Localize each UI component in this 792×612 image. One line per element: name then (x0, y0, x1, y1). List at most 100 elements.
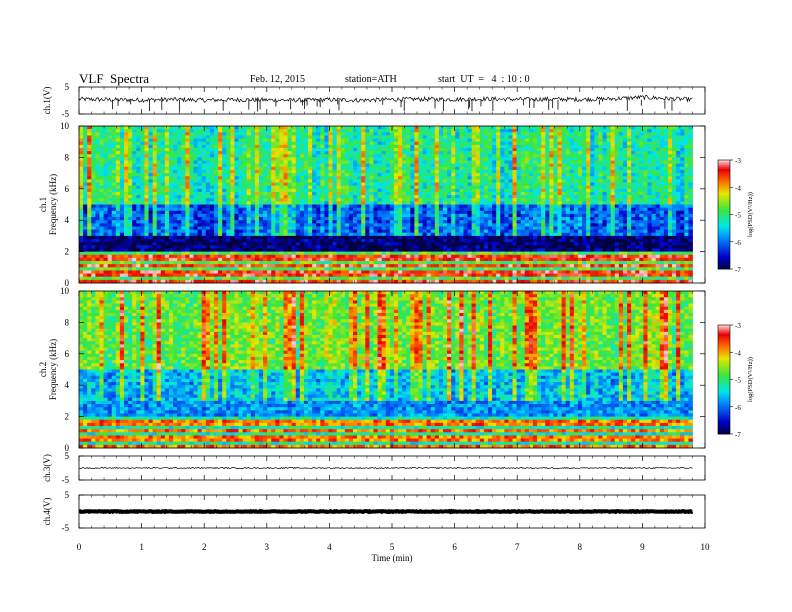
ch1-spectrogram-cell (303, 126, 309, 130)
ch1-spectrogram-cell (393, 213, 399, 218)
ch1-spectrogram-cell (406, 141, 411, 146)
ch1-spectrogram-cell (189, 213, 194, 218)
ch1-spectrogram-cell (434, 147, 440, 152)
ch1-spectrogram-cell (303, 154, 309, 158)
ch1-spectrogram-cell (398, 138, 403, 143)
ch1-spectrogram-cell (447, 138, 452, 143)
ch1-spectrogram-cell (83, 169, 88, 174)
ch1-spectrogram-cell (332, 147, 338, 152)
ch1-spectrogram-cell (320, 166, 325, 171)
ch1-spectrogram-cell (532, 176, 538, 180)
ch1-spectrogram-cell (218, 201, 223, 205)
ch1-spectrogram-cell (557, 154, 562, 158)
ch1-spectrogram-cell (451, 195, 456, 199)
ch1-spectrogram-cell (549, 147, 554, 152)
ch1-spectrogram-cell (451, 154, 456, 158)
ch1-spectrogram-cell (193, 176, 199, 180)
ch1-spectrogram-cell (610, 166, 616, 171)
ch1-spectrogram-cell (520, 191, 526, 196)
ch1-spectrogram-cell (312, 213, 317, 218)
ch1-spectrogram-cell (406, 191, 411, 196)
ch1-spectrogram-cell (95, 141, 100, 146)
ch1-spectrogram-cell (655, 160, 661, 165)
ch1-spectrogram-cell (303, 179, 309, 183)
ch1-spectrogram-cell (279, 185, 284, 190)
ch1-spectrogram-cell (353, 126, 358, 130)
ch1-spectrogram-cell (381, 147, 387, 152)
ch1-spectrogram-cell (365, 129, 370, 133)
ch1-spectrogram-cell (103, 151, 109, 155)
ch1-spectrogram-cell (627, 207, 632, 212)
ch1-spectrogram-cell (283, 204, 288, 209)
ch1-spectrogram-cell (590, 176, 595, 180)
ch1-spectrogram-cell (635, 147, 640, 152)
ch1-spectrogram-cell (250, 154, 256, 158)
ch1-spectrogram-cell (295, 163, 301, 168)
ch1-spectrogram-cell (242, 126, 248, 130)
ch1-spectrogram-cell (393, 141, 399, 146)
ch1-spectrogram-cell (606, 188, 612, 193)
ch1-spectrogram-cell (156, 182, 162, 187)
ch1-spectrogram-cell (275, 210, 280, 215)
ch1-spectrogram-cell (348, 154, 354, 158)
ch1-spectrogram-cell (598, 210, 603, 215)
ch1-spectrogram-cell (185, 204, 190, 209)
ch1-spectrogram-cell (144, 223, 149, 227)
ch1-spectrogram-cell (651, 157, 657, 161)
ch1-spectrogram-cell (610, 191, 616, 196)
ch1-spectrogram-cell (627, 129, 632, 133)
ch1-spectrogram-cell (132, 144, 137, 149)
ch1-spectrogram-cell (688, 132, 693, 136)
ch1-spectrogram-cell (185, 188, 190, 193)
ch1-spectrogram-cell (348, 129, 354, 133)
ch1-spectrogram-cell (659, 220, 665, 224)
ch1-spectrogram-cell (111, 126, 117, 130)
ch1-spectrogram-cell (242, 204, 248, 209)
ch1-spectrogram-cell (348, 176, 354, 180)
ch1-spectrogram-cell (365, 173, 370, 177)
ch1-spectrogram-cell (160, 226, 166, 231)
ch1-spectrogram-cell (275, 213, 280, 218)
ch1-spectrogram-cell (91, 188, 96, 193)
ch1-spectrogram-cell (487, 195, 493, 199)
ch1-spectrogram-cell (299, 213, 305, 218)
ch1-spectrogram-cell (455, 220, 460, 224)
ch1-spectrogram-cell (205, 185, 211, 190)
ch1-spectrogram-cell (91, 173, 96, 177)
ch1-spectrogram-cell (152, 207, 158, 212)
ch1-spectrogram-cell (393, 126, 399, 130)
ch1-spectrogram-cell (353, 198, 358, 202)
ch1-spectrogram-cell (577, 147, 583, 152)
ch1-spectrogram-cell (414, 185, 419, 190)
ch1-spectrogram-cell (443, 173, 448, 177)
ch1-spectrogram-cell (299, 129, 305, 133)
ch1-spectrogram-cell (357, 182, 362, 187)
ch1-spectrogram-cell (193, 201, 199, 205)
ch1-spectrogram-cell (258, 169, 264, 174)
ch1-spectrogram-cell (205, 223, 211, 227)
ch1-spectrogram-cell (246, 166, 252, 171)
ch1-spectrogram-cell (647, 141, 652, 146)
ch1-spectrogram-cell (393, 144, 399, 149)
ch1-spectrogram-cell (246, 157, 252, 161)
ch1-spectrogram-cell (205, 144, 211, 149)
ch1-spectrogram-cell (254, 129, 260, 133)
ch1-spectrogram-cell (222, 191, 227, 196)
ch1-spectrogram-cell (573, 144, 579, 149)
ch1-spectrogram-cell (234, 204, 239, 209)
ch1-spectrogram-cell (197, 210, 203, 215)
ch1-spectrogram-cell (492, 220, 497, 224)
ch1-spectrogram-cell (250, 223, 256, 227)
ch1-spectrogram-cell (487, 169, 493, 174)
ch1-spectrogram-cell (447, 182, 452, 187)
ch1-spectrogram-cell (516, 157, 522, 161)
ch1-spectrogram-cell (160, 223, 166, 227)
ch1-spectrogram-cell (303, 182, 309, 187)
ch1-spectrogram-cell (308, 160, 313, 165)
ch1-spectrogram-cell (483, 201, 489, 205)
ch1-spectrogram-cell (422, 169, 428, 174)
ch1-spectrogram-cell (402, 179, 407, 183)
ch1-spectrogram-cell (168, 204, 174, 209)
ch1-spectrogram-cell (598, 166, 603, 171)
ch1-spectrogram-cell (504, 126, 509, 130)
